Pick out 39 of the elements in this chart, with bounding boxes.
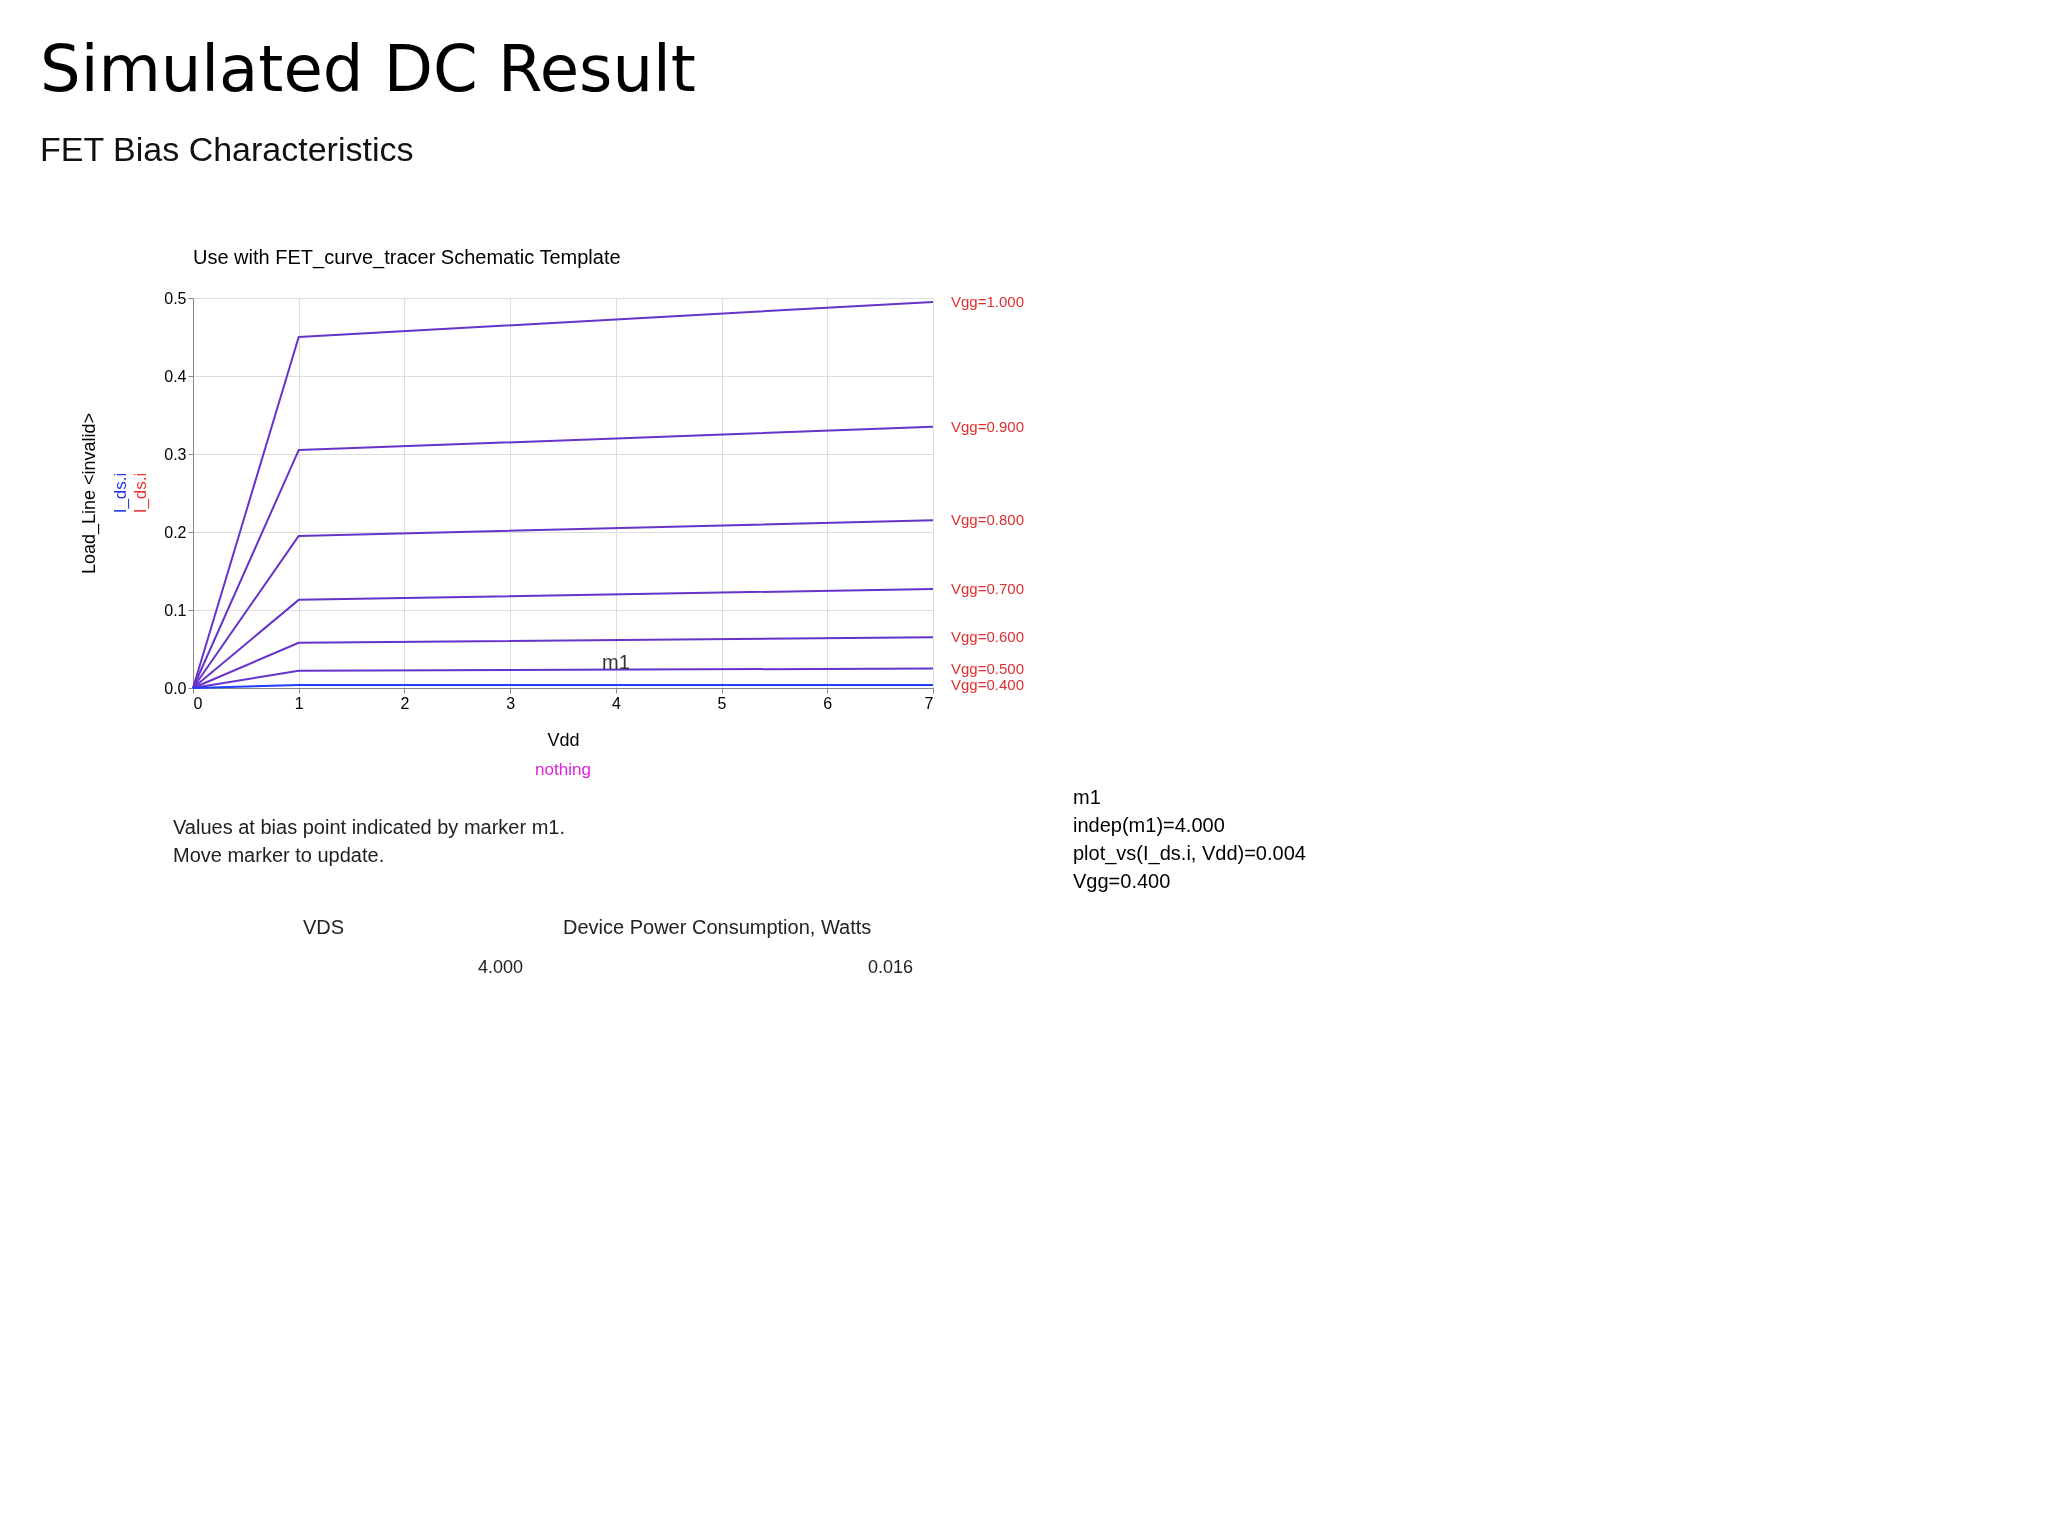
text: plot_vs(I_ds.i, Vdd)=0.004 (1073, 842, 1306, 865)
series-label: Vgg=0.500 (951, 659, 1024, 677)
y-tick-label: 0.2 (164, 523, 187, 541)
series-label: Vgg=0.900 (951, 417, 1024, 435)
y-tick-label: 0.4 (164, 367, 187, 385)
y-tick-label: 0.1 (164, 601, 187, 619)
series-label: Vgg=0.800 (951, 511, 1024, 529)
x-tick-label: 6 (823, 694, 833, 712)
y-tick-label: 0.0 (164, 679, 187, 697)
y-tick-label: 0.5 (164, 289, 187, 307)
text: Use with FET_curve_tracer Schematic Template (193, 246, 621, 269)
text: Move marker to update. (173, 844, 385, 866)
text: 4.000 (477, 957, 523, 977)
series-label: Vgg=0.600 (951, 628, 1024, 646)
y-tick-label: 0.3 (164, 445, 187, 463)
text: I_ds.i (111, 472, 130, 514)
series-label: Vgg=0.700 (951, 579, 1024, 597)
text: Vgg=0.400 (1073, 870, 1171, 892)
text: nothing (535, 760, 591, 779)
text: VDS (303, 916, 345, 938)
x-tick-label: 0 (193, 694, 203, 712)
text: I_ds.i (131, 472, 150, 514)
chart-subtitle: FET Bias Characteristics (40, 130, 414, 168)
text: Values at bias point indicated by marker m1. (173, 816, 566, 838)
x-tick-label: 3 (506, 694, 516, 712)
text: indep(m1)=4.000 (1073, 814, 1225, 836)
x-axis-title: Vdd (547, 729, 580, 750)
text: Device Power Consumption, Watts (563, 916, 872, 938)
y-axis-title: Load_Line <invalid> (78, 412, 100, 575)
series-label: Vgg=1.000 (951, 292, 1024, 310)
x-tick-label: 1 (294, 694, 304, 712)
text: m1 (1073, 786, 1101, 808)
x-tick-label: 5 (717, 694, 727, 712)
chart-title: Simulated DC Result (40, 32, 696, 106)
text: 0.016 (867, 957, 913, 977)
annotation: m1 (601, 650, 630, 673)
x-tick-label: 4 (611, 694, 621, 712)
x-tick-label: 7 (924, 694, 934, 712)
x-tick-label: 2 (400, 694, 410, 712)
